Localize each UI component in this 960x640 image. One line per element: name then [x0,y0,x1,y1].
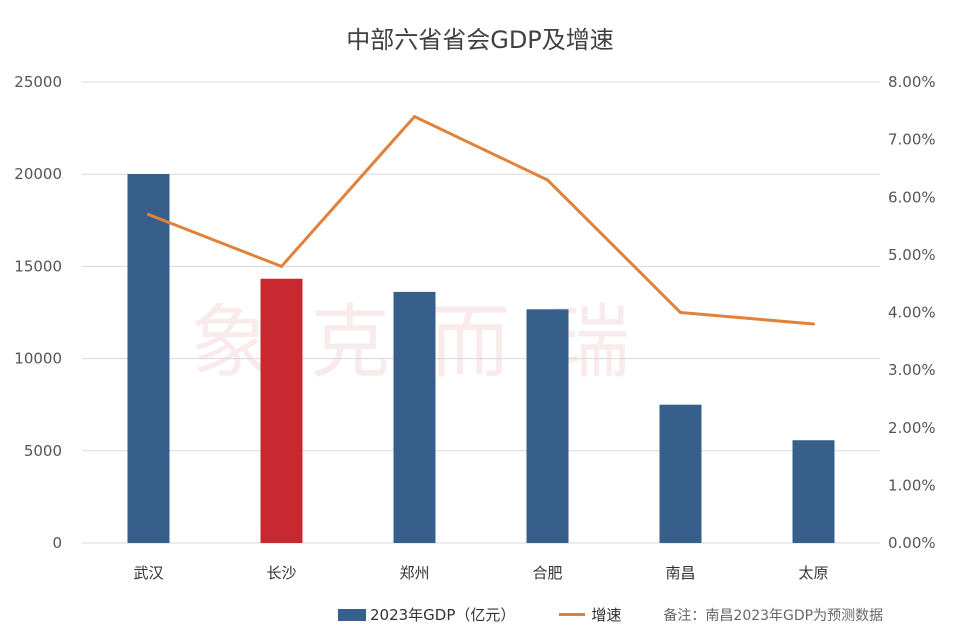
legend-bar-swatch [338,608,366,621]
category-label: 太原 [798,564,828,582]
left-axis-tick: 0 [52,534,62,552]
left-axis-tick: 20000 [14,165,62,183]
left-axis-tick: 10000 [14,350,62,368]
category-label: 长沙 [266,564,296,582]
right-axis-tick: 0.00% [888,534,936,552]
left-axis-tick: 15000 [14,257,62,275]
category-label: 武汉 [133,564,163,582]
bar-郑州 [393,291,436,543]
right-axis-tick: 6.00% [888,188,936,206]
legend: 2023年GDP（亿元） 增速 备注：南昌2023年GDP为预测数据 [338,604,883,625]
right-axis-tick: 3.00% [888,361,936,379]
bar-武汉 [127,173,170,543]
growth-point [147,213,150,217]
growth-point [413,115,416,119]
right-axis-tick: 2.00% [888,419,936,437]
category-label: 合肥 [532,564,562,582]
right-axis-tick: 1.00% [888,476,936,494]
right-axis-tick: 7.00% [888,131,936,149]
chart-title: 中部六省省会GDP及增速 [346,26,614,54]
category-label: 南昌 [665,564,695,582]
legend-bar-label: 2023年GDP（亿元） [370,606,516,624]
growth-point [280,264,283,268]
right-axis-tick: 5.00% [888,246,936,264]
growth-line [147,115,814,326]
bar-合肥 [526,309,569,543]
footnote: 备注：南昌2023年GDP为预测数据 [663,607,884,624]
bar-太原 [792,440,835,543]
legend-line-label: 增速 [591,606,622,624]
growth-point [812,322,815,326]
left-axis-tick: 25000 [14,73,62,91]
right-axis-tick: 8.00% [888,73,936,91]
growth-point [546,178,549,182]
growth-point [679,311,682,314]
right-axis-tick: 4.00% [888,304,936,322]
left-axis-tick: 5000 [24,442,62,460]
category-label: 郑州 [399,564,429,582]
bar-南昌 [659,404,702,543]
legend-line-swatch [559,613,586,616]
bar-长沙 [260,278,303,543]
